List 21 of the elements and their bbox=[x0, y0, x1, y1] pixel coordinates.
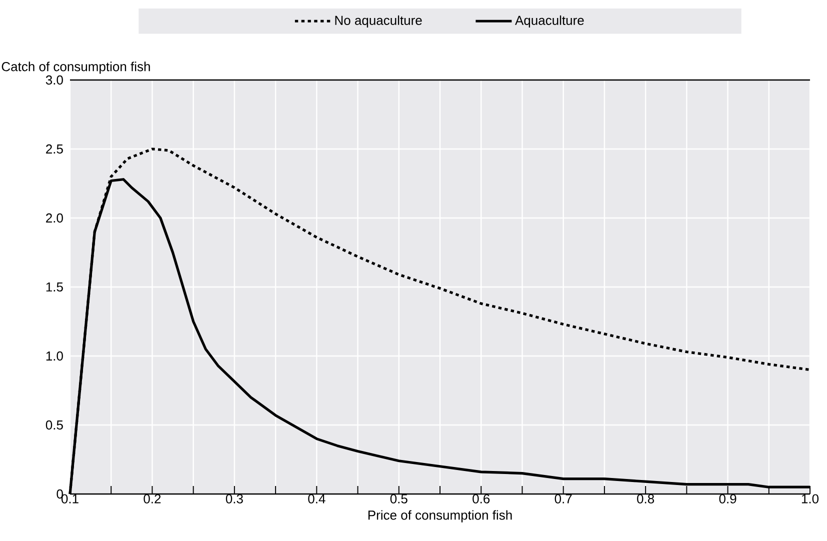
text: 2.0 bbox=[46, 213, 63, 223]
legend-label: No aquaculture bbox=[335, 15, 422, 28]
y-tick-label: 0.5 bbox=[46, 420, 63, 430]
y-tick-label: 0 bbox=[56, 489, 63, 499]
text: 1.0 bbox=[46, 351, 63, 361]
legend-label: Aquaculture bbox=[515, 15, 584, 28]
y-axis-title: Catch of consumption fish bbox=[2, 62, 150, 74]
x-tick-label: 0.1 bbox=[61, 494, 78, 504]
text: 1.0 bbox=[802, 494, 819, 504]
x-tick-label: 0.6 bbox=[472, 494, 490, 504]
y-tick-label: 1.5 bbox=[46, 282, 63, 292]
x-tick-label: 0.5 bbox=[390, 494, 408, 504]
x-tick-label: 0.8 bbox=[637, 494, 654, 504]
y-tick-label: 2.5 bbox=[46, 144, 63, 154]
x-tick-label: 0.9 bbox=[719, 494, 736, 504]
x-tick-label: 0.2 bbox=[144, 494, 161, 504]
text: 3.0 bbox=[46, 75, 63, 85]
x-axis-title: Price of consumption fish bbox=[368, 510, 512, 522]
x-tick-label: 0.7 bbox=[554, 494, 572, 504]
x-tick-label: 0.4 bbox=[308, 494, 326, 504]
x-tick-label: 0.3 bbox=[226, 494, 243, 504]
